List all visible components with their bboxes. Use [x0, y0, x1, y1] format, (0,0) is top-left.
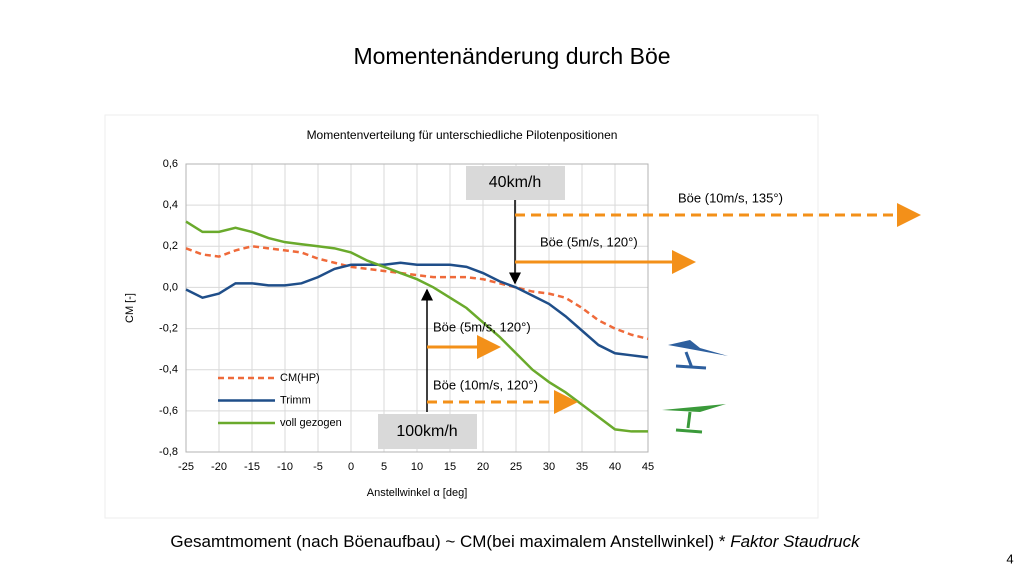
legend-label: CM(HP) [280, 372, 320, 384]
speed-box [378, 414, 477, 449]
y-axis-label: CM [-] [124, 293, 136, 323]
speed-box [466, 166, 565, 200]
x-tick-label: 5 [381, 461, 387, 473]
y-tick-label: 0,4 [163, 199, 178, 211]
series-line [185, 245, 649, 341]
footer-italic: Faktor Staudruck [730, 532, 861, 551]
plot-border [185, 163, 649, 453]
x-tick-label: 25 [510, 461, 522, 473]
x-tick-label: -15 [244, 461, 260, 473]
y-tick-label: -0,8 [159, 446, 178, 458]
x-tick-label: -5 [313, 461, 323, 473]
x-tick-label: 10 [411, 461, 423, 473]
y-tick-label: 0,2 [163, 240, 178, 252]
speed-label: 100km/h [396, 423, 457, 440]
chart-title: Momentenverteilung für unterschiedliche … [307, 128, 618, 142]
footer: Gesamtmoment (nach Böenaufbau) ~ CM(bei … [170, 532, 861, 551]
x-tick-label: -20 [211, 461, 227, 473]
series-line [185, 261, 649, 359]
gust-label: Böe (5m/s, 120°) [433, 319, 531, 334]
legend-label: voll gezogen [280, 417, 342, 429]
x-tick-label: -25 [178, 461, 194, 473]
y-tick-label: -0,4 [159, 364, 178, 376]
plot-area: -0,8 -0,6 -0,4 -0,2 0,0 0,2 0,4 0,6 -25 -20 -15 -10… [159, 158, 654, 473]
annotations: 40km/h Böe (10m/s, 135°) Böe (5m/s, 120°… [378, 166, 921, 449]
footer-text: Gesamtmoment (nach Böenaufbau) ~ CM(bei … [170, 532, 730, 551]
x-axis-label: Anstellwinkel α [deg] [367, 487, 468, 499]
y-tick-label: 0,0 [163, 281, 178, 293]
x-tick-label: 35 [576, 461, 588, 473]
x-tick-label: 0 [348, 461, 354, 473]
x-tick-label: 15 [444, 461, 456, 473]
y-tick-label: -0,2 [159, 322, 178, 334]
x-tick-label: 30 [543, 461, 555, 473]
x-tick-label: -10 [277, 461, 293, 473]
slide-title: Momentenänderung durch Böe [353, 43, 670, 69]
y-tick-label: 0,6 [163, 158, 178, 170]
glider-icon [662, 404, 726, 434]
speed-label: 40km/h [489, 174, 541, 191]
x-tick-label: 45 [642, 461, 654, 473]
gust-label: Böe (5m/s, 120°) [540, 234, 638, 249]
gust-label: Böe (10m/s, 135°) [678, 190, 783, 205]
x-tick-label: 40 [609, 461, 621, 473]
glider-icon [668, 340, 728, 370]
chart-frame [104, 114, 819, 519]
y-tick-label: -0,6 [159, 405, 178, 417]
page-number: 4 [1006, 551, 1013, 566]
legend-label: Trimm [280, 394, 311, 406]
gust-label: Böe (10m/s, 120°) [433, 377, 538, 392]
x-tick-label: 20 [477, 461, 489, 473]
